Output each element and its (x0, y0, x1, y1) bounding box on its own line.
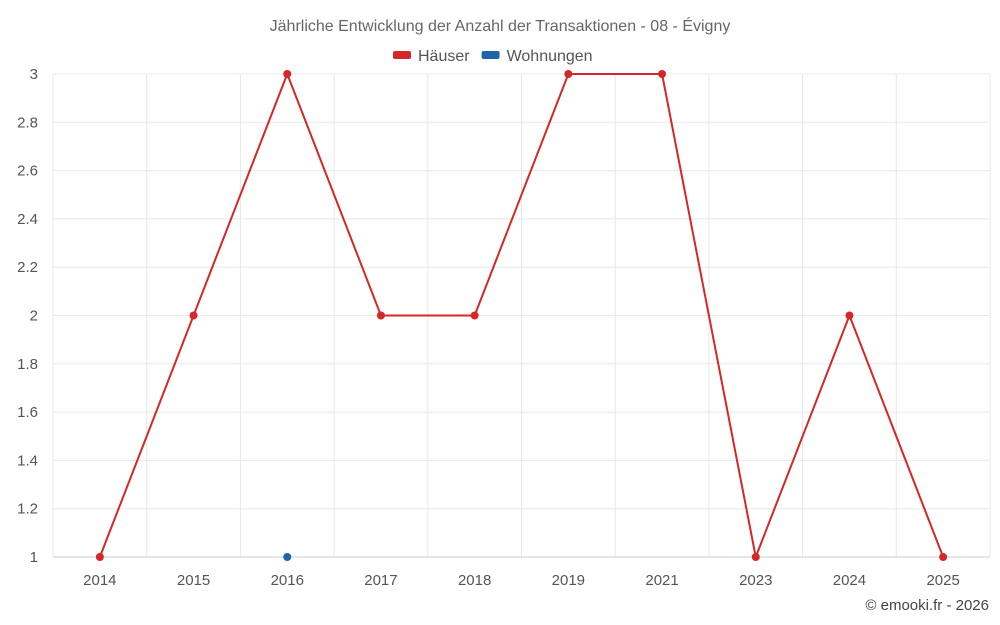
y-tick-label: 1.6 (17, 404, 38, 421)
data-point-h-user[interactable] (189, 311, 198, 320)
x-tick-label: 2023 (739, 572, 772, 589)
data-point-h-user[interactable] (658, 70, 667, 78)
legend-label: Wohnungen (507, 48, 593, 65)
x-tick-label: 2019 (552, 572, 585, 589)
credit-text: © emooki.fr - 2026 (865, 597, 989, 614)
y-tick-label: 2.4 (17, 211, 38, 228)
legend-item-h-user[interactable]: Häuser (393, 48, 470, 65)
data-point-h-user[interactable] (470, 311, 479, 320)
y-tick-label: 2.2 (17, 259, 38, 276)
x-tick-label: 2018 (458, 572, 491, 589)
series-layer (95, 70, 948, 561)
legend-swatch (481, 51, 500, 59)
data-point-h-user[interactable] (845, 311, 854, 320)
legend-swatch (393, 51, 411, 59)
chart-title: Jährliche Entwicklung der Anzahl der Tra… (270, 16, 731, 35)
data-point-h-user[interactable] (95, 553, 104, 561)
x-tick-label: 2025 (926, 572, 959, 589)
legend-item-wohnungen[interactable]: Wohnungen (481, 48, 593, 65)
y-tick-label: 1.8 (17, 356, 38, 373)
data-point-h-user[interactable] (376, 311, 385, 320)
x-tick-label: 2021 (645, 572, 678, 589)
y-tick-label: 1.2 (17, 501, 38, 518)
data-point-h-user[interactable] (939, 553, 948, 561)
legend-label: Häuser (418, 48, 470, 65)
y-tick-label: 3 (30, 66, 38, 83)
x-tick-label: 2015 (177, 572, 210, 589)
x-tick-label: 2016 (271, 572, 304, 589)
y-tick-label: 1.4 (17, 452, 38, 469)
y-tick-label: 2.6 (17, 163, 38, 180)
data-point-wohnungen[interactable] (283, 553, 292, 561)
data-point-h-user[interactable] (751, 553, 760, 561)
grid (52, 73, 991, 558)
x-tick-label: 2017 (364, 572, 397, 589)
series-line-h-user (98, 73, 945, 558)
y-tick-label: 2 (30, 308, 38, 325)
x-tick-label: 2024 (833, 572, 866, 589)
legend: Häuser Wohnungen (393, 48, 593, 65)
x-tick-label: 2014 (83, 572, 116, 589)
axes: 1 1.2 1.4 1.6 1.8 2 2.2 2.4 2.6 2.8 3 2014 2015 2016 2… (17, 66, 990, 589)
y-tick-label: 1 (30, 549, 38, 566)
data-point-h-user[interactable] (564, 70, 573, 78)
data-point-h-user[interactable] (283, 70, 292, 78)
y-tick-label: 2.8 (17, 114, 38, 131)
